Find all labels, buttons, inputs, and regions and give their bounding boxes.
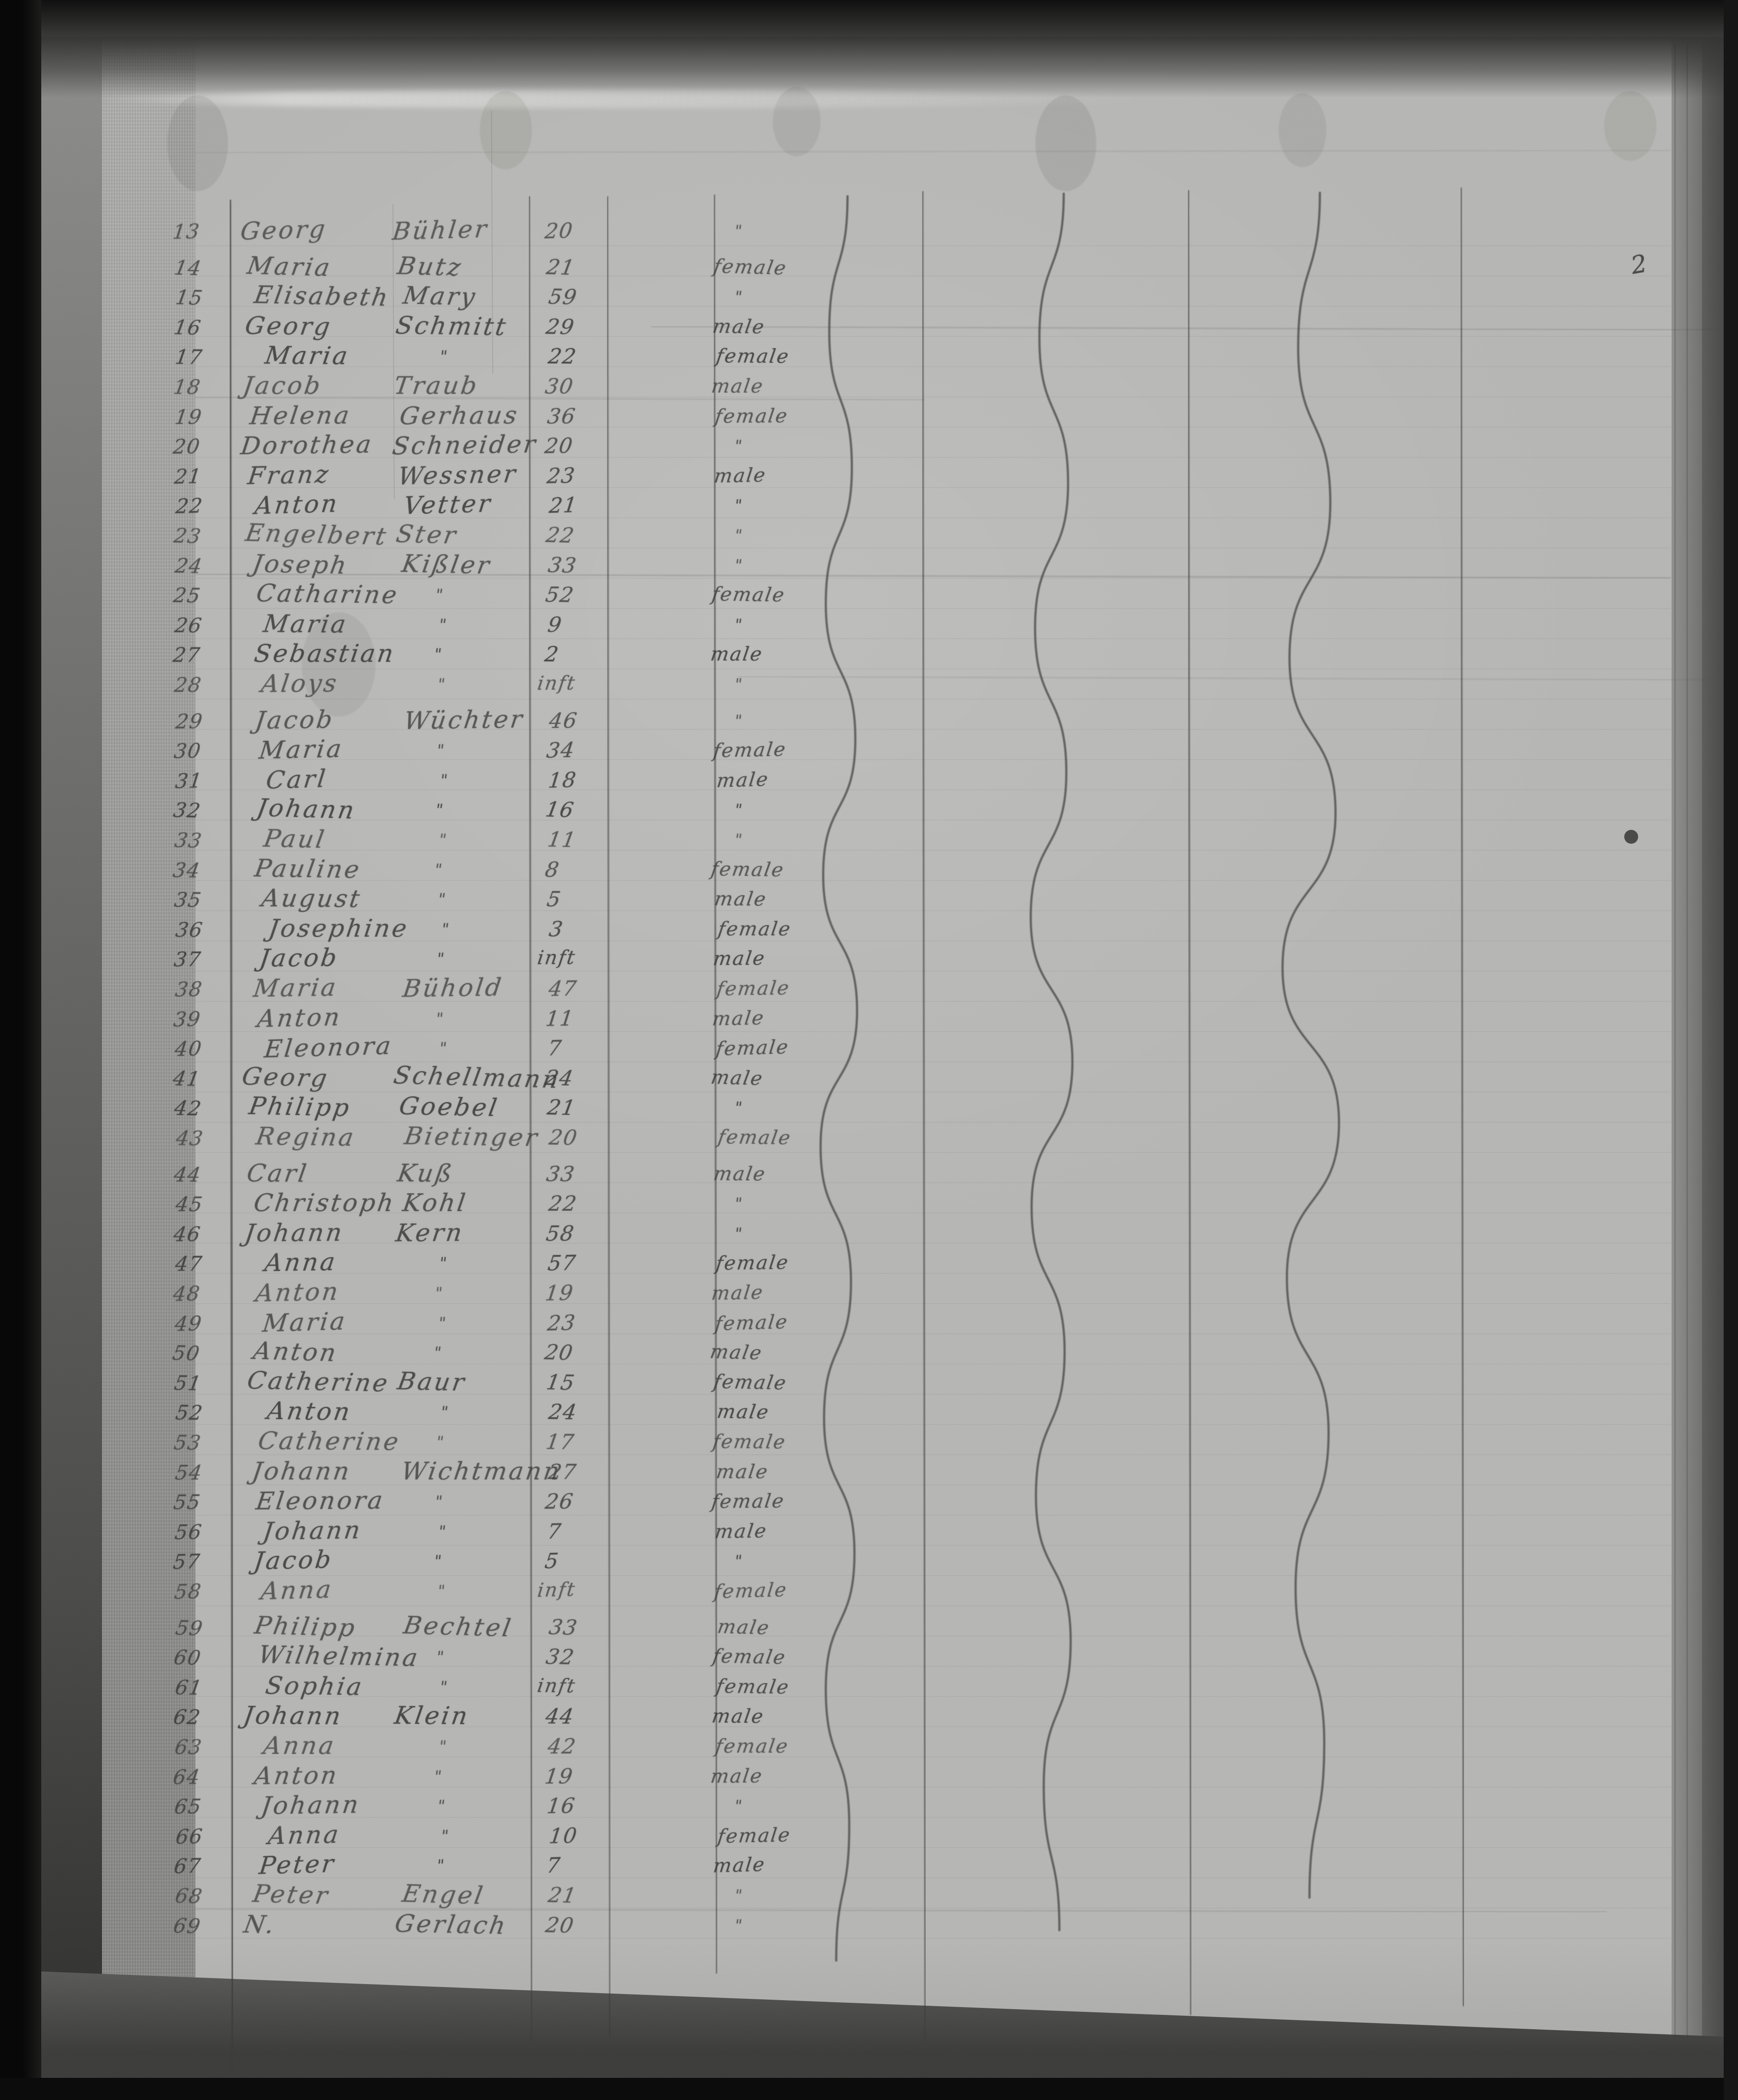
page-top-glare [93,90,1157,108]
scanner-frame-top [0,0,1738,37]
page-bottom-shadow [41,1971,1724,2078]
document-page: 2 [41,37,1724,2078]
page-edge-shadow-outer [1672,37,1702,2078]
page-number: 2 [1629,249,1649,280]
scanner-frame-left [0,0,41,2100]
binding-cloth-strip [102,37,195,2078]
book-spine-shadow [41,37,102,2078]
scanner-frame-bottom [0,2078,1738,2100]
scanner-frame-right [1724,0,1738,2100]
page-top-shadow [41,37,1724,98]
page-edge-shadow-inner [1702,37,1724,2078]
